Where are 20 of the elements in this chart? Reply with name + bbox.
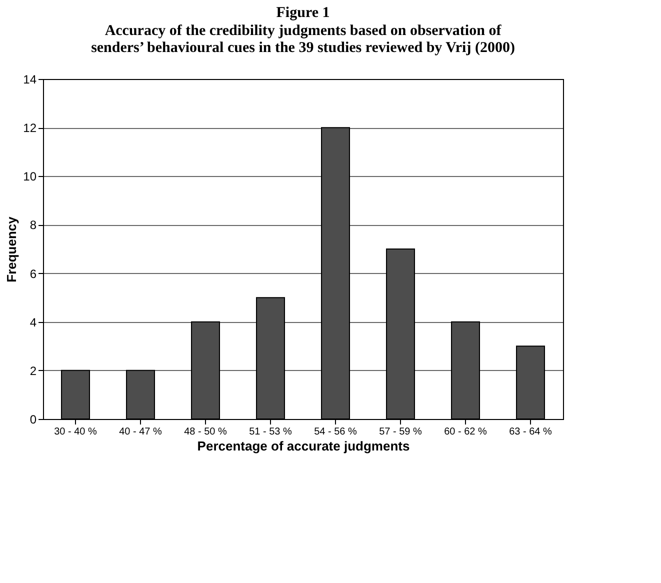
y-tick-label: 0 xyxy=(30,412,37,426)
x-axis-title: Percentage of accurate judgments xyxy=(197,438,410,454)
x-tick-label: 51 - 53 % xyxy=(249,426,292,438)
x-tick-label: 48 - 50 % xyxy=(184,426,228,438)
chart-title: Figure 1 xyxy=(276,5,330,21)
y-tick-label: 6 xyxy=(30,266,37,281)
y-tick-label: 4 xyxy=(30,315,37,330)
y-axis-title: Frequency xyxy=(4,216,20,282)
x-tick-label: 40 - 47 % xyxy=(119,426,162,438)
x-tick-label: 60 - 62 % xyxy=(444,426,488,438)
y-tick-label: 8 xyxy=(30,218,37,232)
y-tick-label: 14 xyxy=(23,72,37,86)
y-tick-label: 12 xyxy=(23,121,37,136)
x-tick-label: 57 - 59 % xyxy=(379,426,422,438)
chart-subtitle: Accuracy of the credibility judgments based on observation of senders’ behavioural cues in the 39 studies reviewed by Vrij (2000) xyxy=(91,23,515,56)
x-tick-label: 63 - 64 % xyxy=(509,426,552,438)
y-tick-label: 10 xyxy=(23,170,37,184)
x-tick-label: 54 - 56 % xyxy=(314,426,358,438)
y-tick-label: 2 xyxy=(30,364,37,378)
x-tick-label: 30 - 40 % xyxy=(54,426,98,438)
